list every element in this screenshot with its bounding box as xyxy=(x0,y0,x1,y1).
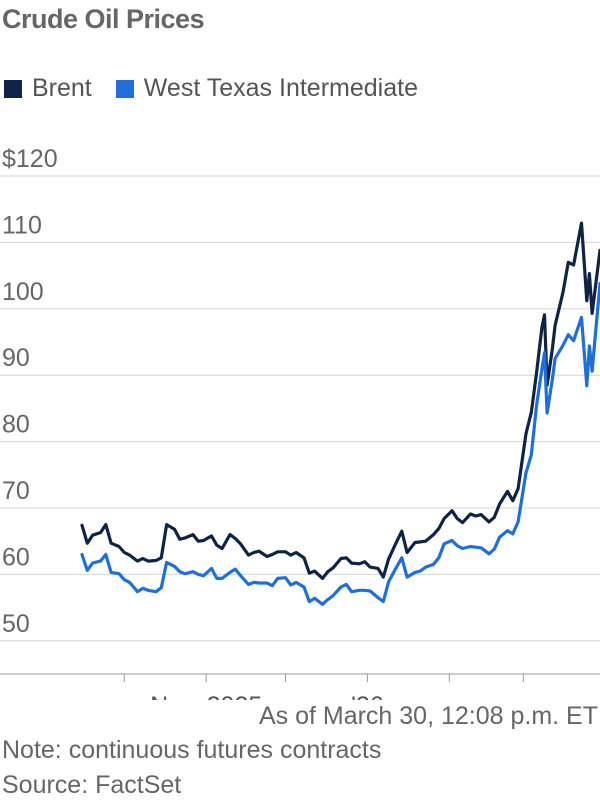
x-tick-label: Nov. 2025 xyxy=(150,692,262,700)
y-axis-labels: $120 110 100 90 80 70 60 50 xyxy=(2,145,58,638)
y-tick-label: 50 xyxy=(2,610,30,638)
legend-item-brent: Brent xyxy=(4,74,92,103)
legend-label-brent: Brent xyxy=(32,74,92,102)
y-tick-label: 110 xyxy=(2,211,42,239)
y-tick-label: 80 xyxy=(2,411,30,439)
y-tick-label: 90 xyxy=(2,344,30,372)
series-line-brent xyxy=(80,221,600,580)
note-text: Note: continuous futures contracts xyxy=(2,736,382,764)
x-tick-label: '26 xyxy=(351,692,384,700)
legend-swatch-brent xyxy=(4,79,22,98)
legend-swatch-wti xyxy=(115,79,134,98)
legend-label-wti: West Texas Intermediate xyxy=(143,74,418,102)
y-tick-label: 70 xyxy=(2,477,30,505)
gridlines xyxy=(0,175,600,642)
chart-title: Crude Oil Prices xyxy=(2,4,205,34)
y-tick-label: 100 xyxy=(2,278,44,306)
y-tick-label: 60 xyxy=(2,543,30,571)
source-text: Source: FactSet xyxy=(2,771,182,799)
chart-legend: Brent West Texas Intermediate xyxy=(4,74,442,103)
oil-price-line-chart: $120 110 100 90 80 70 60 50 Nov. 2025 '26 xyxy=(0,145,600,700)
as-of-timestamp: As of March 30, 12:08 p.m. ET xyxy=(258,702,598,730)
series-lines xyxy=(80,221,600,606)
y-tick-label: $120 xyxy=(2,145,58,173)
legend-item-wti: West Texas Intermediate xyxy=(115,74,418,103)
x-axis: Nov. 2025 '26 xyxy=(0,673,600,700)
series-line-wti xyxy=(80,282,600,606)
